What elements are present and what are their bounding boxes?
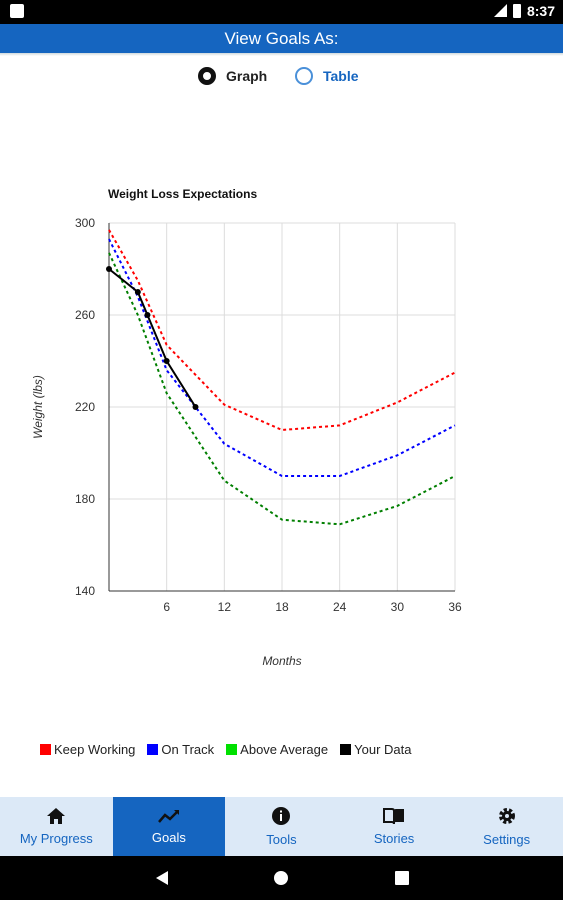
legend-item: Above Average [226, 742, 328, 757]
tab-label: Tools [266, 832, 297, 847]
y-tick-label: 300 [75, 216, 95, 230]
data-point [144, 312, 151, 318]
x-tick-label: 30 [391, 600, 405, 614]
chart-legend: Keep Working On Track Above Average Your… [40, 742, 411, 757]
legend-label: On Track [161, 742, 215, 757]
clock: 8:37 [526, 3, 555, 19]
chart-title: Weight Loss Expectations [108, 187, 257, 201]
home-circle-icon[interactable] [273, 870, 289, 886]
system-nav-bar [0, 856, 563, 900]
series-line-your-data [108, 268, 197, 408]
weight-loss-chart: Weight Loss Expectations 140 180 220 260 300 6… [31, 187, 462, 668]
tab-label: Stories [373, 831, 415, 846]
legend-swatch [340, 744, 352, 755]
series-line-keep-working [108, 229, 456, 432]
signal-icon [493, 4, 507, 18]
x-tick-label: 6 [163, 600, 170, 614]
graph-radio-icon[interactable] [198, 67, 216, 85]
data-point [106, 266, 112, 272]
legend-label: Your Data [354, 742, 412, 757]
legend-swatch [226, 744, 238, 755]
tab-tools[interactable]: Tools [225, 797, 338, 856]
data-point [192, 404, 199, 410]
recents-icon[interactable] [394, 870, 410, 886]
x-tick-label: 36 [448, 600, 462, 614]
legend-swatch [40, 744, 51, 755]
bottom-nav: My Progress Goals Tools Stories Settings [0, 797, 563, 856]
legend-item: On Track [147, 742, 214, 757]
tab-settings[interactable]: Settings [450, 797, 563, 856]
data-point [134, 289, 141, 295]
trend-icon [157, 810, 179, 823]
legend-item: Keep Working [40, 742, 135, 757]
tab-label: My Progress [19, 831, 93, 846]
legend-item: Your Data [340, 742, 411, 757]
tab-stories[interactable]: Stories [338, 797, 451, 856]
y-tick-label: 180 [75, 492, 95, 506]
view-toggle: Graph Table [0, 64, 563, 90]
back-icon[interactable] [154, 870, 170, 886]
tab-label: Goals [151, 830, 186, 845]
table-radio-icon[interactable] [295, 67, 313, 85]
notification-icon [10, 4, 24, 18]
battery-icon [512, 4, 521, 18]
legend-swatch [147, 744, 159, 755]
graph-radio-label[interactable]: Graph [226, 68, 268, 84]
header-shadow [0, 53, 563, 56]
gear-icon [498, 808, 515, 824]
tab-my-progress[interactable]: My Progress [0, 797, 113, 856]
legend-label: Keep Working [54, 742, 136, 757]
page-header: View Goals As: [0, 24, 563, 53]
y-tick-label: 220 [75, 400, 95, 414]
data-point [163, 358, 170, 364]
graph-radio[interactable]: Graph [198, 67, 267, 85]
status-bar: 8:37 [0, 0, 563, 24]
table-radio-label[interactable]: Table [323, 68, 359, 84]
x-tick-label: 18 [275, 600, 289, 614]
y-tick-label: 260 [75, 308, 95, 322]
tab-goals[interactable]: Goals [112, 797, 226, 856]
home-icon [47, 808, 66, 824]
y-tick-label: 140 [75, 584, 95, 598]
x-tick-label: 12 [218, 600, 232, 614]
x-tick-label: 24 [333, 600, 347, 614]
series-line-above-average [108, 252, 456, 526]
x-axis-label: Months [262, 654, 301, 668]
legend-label: Above Average [240, 742, 329, 757]
info-icon [272, 807, 291, 825]
table-radio[interactable]: Table [295, 67, 359, 85]
y-axis-label: Weight (lbs) [31, 375, 45, 439]
page-title: View Goals As: [224, 29, 339, 48]
book-icon [383, 808, 405, 825]
tab-label: Settings [483, 832, 531, 847]
